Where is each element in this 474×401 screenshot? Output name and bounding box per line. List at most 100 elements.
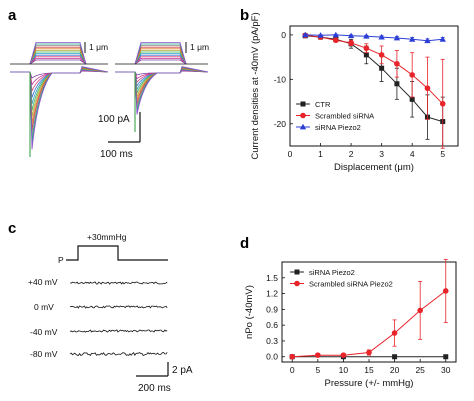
chart-d-y-tick-label: 0.9 <box>266 304 278 314</box>
current-scale-label: 100 pA <box>98 114 130 125</box>
current-trace <box>10 66 109 144</box>
data-point-circle <box>363 45 370 52</box>
voltage-label-0: 0 mV <box>34 302 54 312</box>
channel-trace <box>69 305 168 309</box>
panel-a-stimulus-steps <box>10 42 208 65</box>
voltage-label-40: +40 mV <box>28 277 58 287</box>
data-point-triangle <box>363 33 370 39</box>
stim-label-1: 1 μm <box>89 42 108 52</box>
data-point-triangle <box>317 32 324 38</box>
data-point-triangle <box>439 36 446 42</box>
data-point-square <box>294 269 300 275</box>
data-point-circle <box>409 72 415 78</box>
chart-b-series-2 <box>302 31 446 44</box>
voltage-label-neg40: -40 mV <box>30 327 58 337</box>
stimulus-step <box>134 59 187 65</box>
chart-d-plot-frame <box>281 261 457 363</box>
legend-label: Scrambled siRNA <box>315 112 374 121</box>
current-trace <box>10 68 109 118</box>
series-line <box>292 290 447 358</box>
data-point-triangle <box>347 32 355 39</box>
data-point-triangle <box>378 33 385 40</box>
chart-b-x-tick-label: 5 <box>440 149 445 159</box>
data-point-square <box>392 354 398 360</box>
current-trace <box>10 69 109 98</box>
data-point-circle <box>378 52 385 58</box>
panel-a-current-traces <box>10 66 209 157</box>
channel-trace <box>69 351 168 357</box>
stimulus-step <box>29 56 87 65</box>
chart-d-x-tick-label: 25 <box>415 365 425 375</box>
data-point-triangle <box>302 31 309 38</box>
chart-b-x-tick-label: 3 <box>379 149 384 159</box>
chart-d-x-tick-label: 20 <box>390 365 400 375</box>
pressure-step <box>66 245 168 261</box>
current-trace <box>115 66 209 112</box>
panel-label-d: d <box>240 235 249 252</box>
panel-a-traces: 1 μm 1 μm 100 pA 100 ms <box>10 42 209 160</box>
panel-c-single-channel: +30mmHg P +40 mV 0 mV -40 mV -80 mV 2 pA… <box>28 232 193 394</box>
chart-d: 0 5 10 15 20 25 30 0.0 0.3 0.6 0.9 1.2 1.5 Pressure (… <box>244 258 457 389</box>
pressure-label: +30mmHg <box>87 232 127 242</box>
chart-b-x-tick-label: 1 <box>318 149 323 159</box>
data-point-circle <box>348 40 354 46</box>
p-label: P <box>58 255 64 265</box>
channel-trace <box>69 281 168 285</box>
data-point-circle <box>394 60 400 67</box>
data-point-circle <box>424 85 431 92</box>
chart-d-y-tick-label: 0.6 <box>266 320 278 330</box>
chart-b-x-tick-label: 0 <box>288 149 293 159</box>
chart-d-x-tick-label: 0 <box>290 365 295 375</box>
chart-b-y-tick-label: -20 <box>274 119 287 129</box>
data-point-square <box>409 96 415 102</box>
data-point-circle <box>340 352 347 358</box>
panel-label-b: b <box>240 7 249 24</box>
chart-b-y-tick-label: -10 <box>274 74 287 84</box>
voltage-label-neg80: -80 mV <box>30 349 58 359</box>
chart-b: 0 1 2 3 4 5 0 -10 -20 Displacement (μm) Current de… <box>250 12 459 173</box>
legend-label: siRNA Piezo2 <box>309 268 355 277</box>
data-point-circle <box>333 37 339 44</box>
legend-label: CTR <box>315 100 331 109</box>
current-trace <box>10 68 109 105</box>
stimulus-step <box>134 56 187 65</box>
data-point-triangle <box>424 37 431 44</box>
chart-b-x-tick-label: 4 <box>410 149 415 159</box>
data-point-circle <box>391 330 398 336</box>
chart-d-y-axis-label: nPo (-40mV) <box>244 285 255 339</box>
current-trace <box>10 67 109 124</box>
data-point-circle <box>289 353 296 360</box>
chart-b-x-tick-label: 2 <box>349 149 354 159</box>
chart-b-x-axis-label: Displacement (μm) <box>334 162 414 173</box>
data-point-triangle <box>332 31 340 38</box>
chart-d-series-1 <box>289 258 449 360</box>
chart-d-x-tick-label: 15 <box>364 365 374 375</box>
time-scale-label: 100 ms <box>100 149 133 160</box>
data-point-circle <box>300 112 306 119</box>
current-trace <box>115 66 209 115</box>
chart-d-x-tick-label: 5 <box>315 365 320 375</box>
stimulus-step <box>134 42 187 65</box>
series-line <box>305 34 443 42</box>
data-point-triangle <box>299 123 307 130</box>
chart-d-y-tick-label: 0.3 <box>266 336 278 346</box>
data-point-circle <box>294 280 300 287</box>
stimulus-step <box>134 58 187 65</box>
panel-label-c: c <box>8 220 16 237</box>
series-line <box>305 34 444 105</box>
stim-label-2: 1 μm <box>190 42 209 52</box>
data-point-circle <box>442 288 449 294</box>
chart-b-y-axis-label: Current densities at -40mV (pA/pF) <box>250 12 261 159</box>
data-point-square <box>394 81 400 87</box>
data-point-square <box>300 101 306 107</box>
stimulus-step <box>29 58 87 65</box>
panel-c-traces <box>69 281 168 357</box>
chart-b-y-tick-label: 0 <box>281 30 286 40</box>
data-point-circle <box>439 100 446 107</box>
data-point-square <box>379 65 385 71</box>
chart-d-y-tick-label: 0.0 <box>266 352 278 362</box>
ms-scale-label: 200 ms <box>138 383 171 394</box>
data-point-circle <box>315 352 321 358</box>
current-trace <box>10 67 109 131</box>
